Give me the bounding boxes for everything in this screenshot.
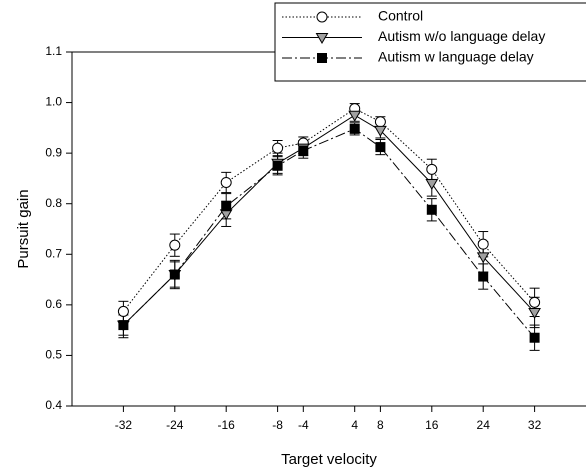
x-tick-label: -16 — [218, 418, 236, 432]
data-point — [426, 204, 437, 215]
legend-marker — [317, 53, 327, 63]
data-point — [476, 252, 490, 264]
legend-marker — [315, 33, 329, 44]
legend-label: Autism w language delay — [378, 49, 534, 65]
data-point — [375, 142, 386, 153]
data-point — [298, 145, 309, 156]
y-tick-label: 1.1 — [45, 44, 62, 58]
y-tick-label: 0.7 — [45, 246, 62, 260]
series-line — [123, 128, 535, 339]
data-point — [272, 160, 283, 171]
y-tick-label: 0.9 — [45, 145, 62, 159]
x-tick-label: 24 — [477, 418, 491, 432]
legend-marker — [316, 11, 328, 23]
x-tick-label: -4 — [298, 418, 309, 432]
plot-frame — [71, 51, 586, 407]
y-tick-label: 1.0 — [45, 95, 62, 109]
data-point — [529, 296, 541, 308]
data-point — [528, 307, 541, 319]
data-point — [348, 110, 362, 122]
data-point — [169, 269, 180, 280]
data-point — [220, 176, 232, 188]
x-tick-label: 32 — [528, 418, 542, 432]
data-point — [349, 123, 360, 134]
x-tick-label: -24 — [166, 418, 184, 432]
y-tick-label: 0.4 — [45, 398, 62, 412]
y-tick-label: 0.5 — [45, 348, 62, 362]
data-point — [426, 163, 438, 175]
data-point — [118, 320, 129, 331]
data-point — [478, 271, 489, 282]
series-line — [123, 108, 535, 312]
x-tick-label: -8 — [272, 418, 283, 432]
data-point — [374, 125, 387, 137]
y-tick-label: 0.6 — [45, 297, 62, 311]
data-point — [117, 305, 129, 317]
data-point — [374, 116, 386, 128]
data-point — [477, 238, 489, 250]
x-tick-label: 4 — [351, 418, 358, 432]
data-point — [529, 332, 540, 343]
legend-label: Control — [378, 8, 423, 24]
x-tick-label: 8 — [377, 418, 384, 432]
x-tick-label: -32 — [115, 418, 133, 432]
x-tick-label: 16 — [425, 418, 439, 432]
y-axis-label: Pursuit gain — [15, 189, 32, 268]
data-point — [221, 201, 232, 212]
data-point — [272, 142, 284, 154]
series-line — [123, 114, 535, 326]
data-point — [169, 239, 181, 251]
data-point — [425, 178, 439, 190]
x-axis-label: Target velocity — [281, 451, 377, 468]
y-tick-label: 0.8 — [45, 196, 62, 210]
legend-label: Autism w/o language delay — [378, 28, 545, 44]
